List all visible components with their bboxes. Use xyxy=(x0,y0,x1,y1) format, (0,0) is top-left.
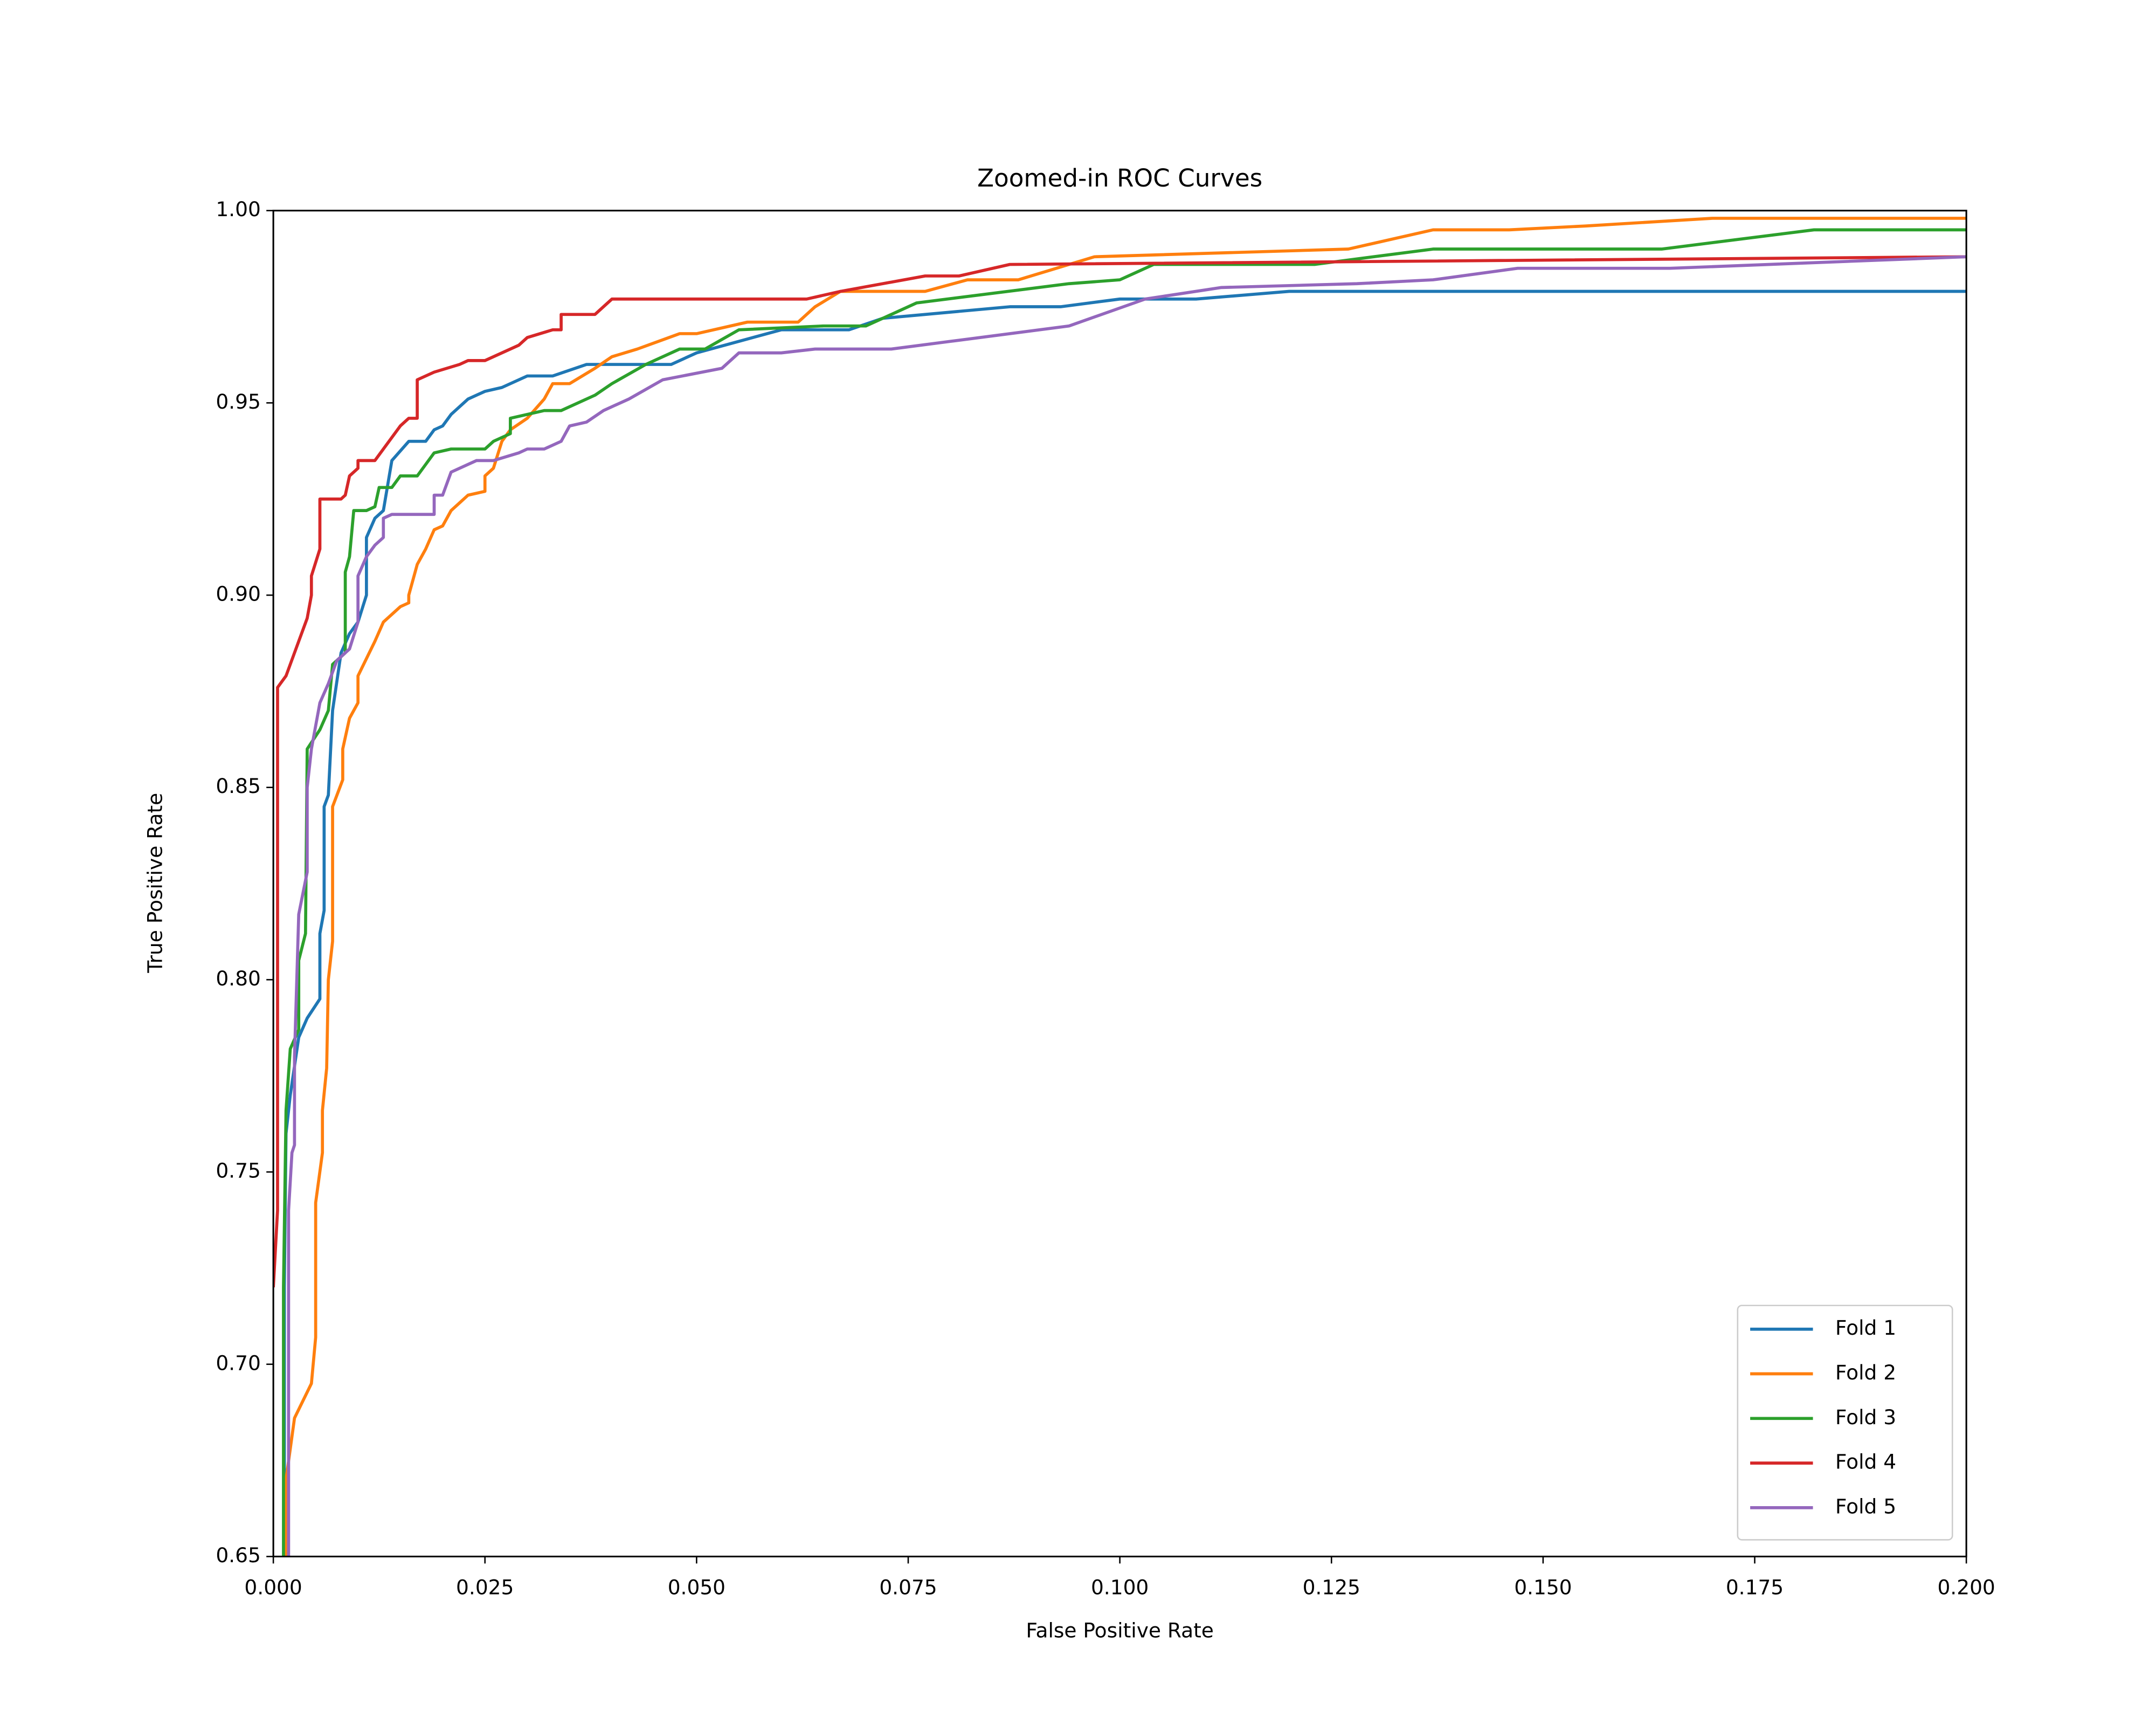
legend-label: Fold 4 xyxy=(1835,1450,1896,1474)
legend-label: Fold 1 xyxy=(1835,1316,1896,1340)
y-tick-label: 0.65 xyxy=(216,1543,261,1567)
legend-label: Fold 5 xyxy=(1835,1494,1896,1518)
plot-lines xyxy=(273,217,1967,1557)
roc-line xyxy=(273,255,1967,1288)
roc-line xyxy=(287,255,1967,1557)
legend-label: Fold 3 xyxy=(1835,1405,1896,1429)
y-tick-label: 0.95 xyxy=(216,390,261,413)
legend-box xyxy=(1737,1305,1953,1541)
y-tick-label: 0.80 xyxy=(216,967,261,990)
y-tick-label: 0.85 xyxy=(216,774,261,798)
y-tick-label: 0.90 xyxy=(216,582,261,606)
x-tick-label: 0.025 xyxy=(456,1575,514,1599)
y-tick-label: 0.75 xyxy=(216,1159,261,1183)
x-tick-label: 0.000 xyxy=(244,1575,302,1599)
chart-title: Zoomed-in ROC Curves xyxy=(977,164,1262,192)
x-tick-label: 0.150 xyxy=(1514,1575,1572,1599)
x-tick-label: 0.075 xyxy=(879,1575,937,1599)
y-tick-label: 0.70 xyxy=(216,1351,261,1375)
y-tick-label: 1.00 xyxy=(216,197,261,221)
roc-line xyxy=(282,228,1967,1557)
x-tick-label: 0.050 xyxy=(668,1575,725,1599)
roc-line xyxy=(284,217,1967,1557)
x-tick-label: 0.125 xyxy=(1303,1575,1360,1599)
x-tick-label: 0.200 xyxy=(1937,1575,1995,1599)
y-axis-label: True Positive Rate xyxy=(143,793,167,974)
legend: Fold 1 Fold 2 Fold 3 Fold 4 Fold 5 xyxy=(1737,1305,1953,1541)
x-tick-label: 0.100 xyxy=(1091,1575,1149,1599)
roc-line xyxy=(282,289,1967,1557)
legend-label: Fold 2 xyxy=(1835,1361,1896,1384)
x-tick-label: 0.175 xyxy=(1726,1575,1784,1599)
x-axis-label: False Positive Rate xyxy=(1026,1619,1214,1643)
